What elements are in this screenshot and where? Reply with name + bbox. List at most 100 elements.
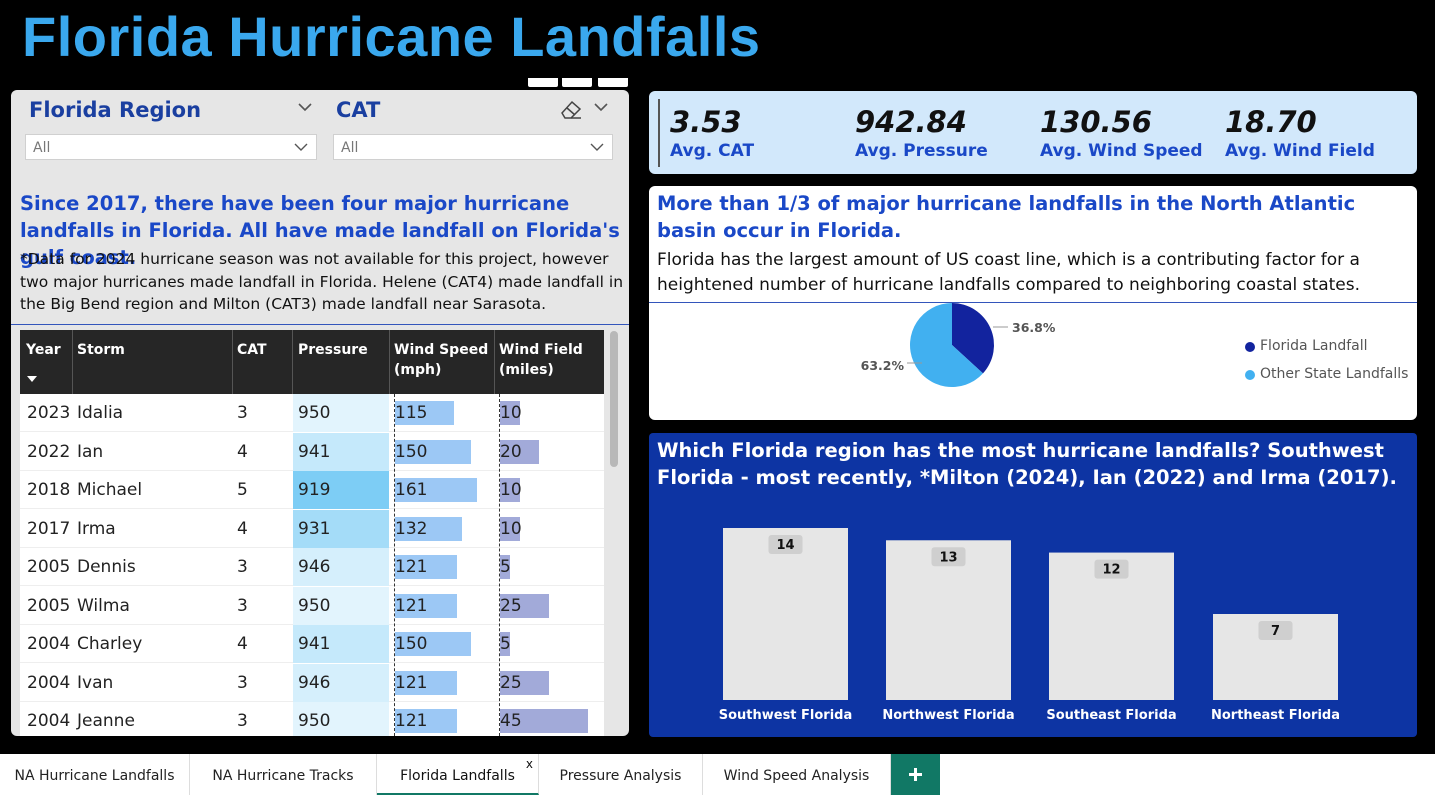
kpi-avg-wind-speed: 130.56 Avg. Wind Speed [1040, 105, 1203, 161]
cell-wind-speed: 161 [395, 480, 428, 500]
pie-data-label: 36.8% [1012, 320, 1056, 335]
plus-icon [909, 768, 922, 781]
column-divider [292, 330, 293, 394]
chevron-down-icon [590, 143, 604, 151]
tab-na-hurricane-tracks[interactable]: NA Hurricane Tracks [190, 754, 377, 795]
cell-wind-field: 10 [500, 480, 522, 500]
eraser-icon[interactable] [559, 98, 583, 120]
bar-panel: 14 Southwest Florida 13 Northwest Florida 12… [649, 433, 1417, 737]
legend-label: Other State Landfalls [1260, 366, 1409, 382]
table-row[interactable]: 2023 Idalia 3 950 115 10 [20, 394, 604, 432]
cell-cat: 3 [237, 672, 248, 693]
wind-speed-bar [395, 401, 454, 425]
table-row[interactable]: 2017 Irma 4 931 132 10 [20, 509, 604, 548]
column-header-pressure[interactable]: Pressure [298, 342, 368, 358]
column-divider [389, 330, 390, 394]
kpi-accent-line [658, 99, 660, 167]
wind-field-bar [500, 555, 510, 579]
column-header-year[interactable]: Year [26, 342, 61, 358]
kpi-avg-cat: 3.53 Avg. CAT [670, 105, 754, 161]
table-row[interactable]: 2004 Charley 4 941 150 5 [20, 625, 604, 663]
bar-chart: 14 Southwest Florida 13 Northwest Florida 12… [719, 528, 1340, 723]
wind-field-bar [500, 632, 510, 656]
sort-descending-icon[interactable] [27, 376, 37, 382]
table-scrollbar[interactable] [610, 331, 618, 467]
cell-pressure: 946 [298, 557, 331, 577]
region-dropdown[interactable]: All [25, 134, 317, 160]
table-row[interactable]: 2005 Wilma 3 950 121 25 [20, 586, 604, 625]
pie-slice-florida[interactable] [952, 303, 994, 374]
wind-field-bar [500, 516, 520, 541]
column-header-wind-field[interactable]: Wind Field (miles) [499, 342, 583, 378]
wind-field-bar [500, 439, 540, 464]
wind-speed-axis [394, 394, 395, 736]
focus-mode-icon[interactable] [562, 78, 592, 87]
wind-speed-bar [395, 478, 477, 502]
pie-slice-other[interactable] [910, 303, 983, 387]
kpi-label: Avg. Pressure [855, 141, 988, 161]
cell-wind-speed: 132 [395, 518, 428, 539]
column-header-wind-speed[interactable]: Wind Speed (mph) [394, 342, 489, 378]
pie-panel-title: More than 1/3 of major hurricane landfal… [657, 192, 1356, 242]
storm-table: Year Storm CAT Pressure Wind Speed (mph)… [20, 330, 604, 736]
column-header-cat[interactable]: CAT [237, 342, 267, 358]
bar-southwest-florida[interactable] [723, 528, 848, 700]
bar-data-label: 12 [1102, 563, 1120, 578]
legend-item-florida[interactable]: Florida Landfall [1245, 338, 1408, 366]
tab-florida-landfalls[interactable]: Florida Landfalls x [377, 754, 539, 795]
cell-wind-speed: 121 [395, 557, 428, 577]
wind-speed-bar [395, 670, 457, 695]
chevron-down-icon[interactable] [593, 99, 609, 115]
cell-year: 2004 [27, 672, 71, 693]
cell-cat: 3 [237, 595, 248, 616]
left-note: *Data for 2024 hurricane season was not … [20, 250, 624, 313]
legend-dot [1245, 342, 1255, 352]
tab-wind-speed-analysis[interactable]: Wind Speed Analysis [703, 754, 891, 795]
wind-field-bar [500, 670, 549, 695]
category-label: Northeast Florida [1211, 708, 1340, 723]
table-row[interactable]: 2004 Ivan 3 946 121 25 [20, 663, 604, 702]
table-row[interactable]: 2022 Ian 4 941 150 20 [20, 432, 604, 471]
cell-wind-speed: 121 [395, 595, 428, 616]
kpi-label: Avg. Wind Speed [1040, 141, 1203, 161]
cell-pressure: 941 [298, 441, 331, 462]
cell-cat: 4 [237, 634, 248, 654]
wind-field-bar [500, 478, 520, 502]
cell-wind-speed: 121 [395, 711, 428, 731]
bar-northwest-florida[interactable] [886, 540, 1011, 700]
wind-field-bar [500, 709, 588, 733]
cell-wind-speed: 115 [395, 403, 428, 423]
kpi-value: 18.70 [1225, 105, 1317, 139]
wind-speed-bar [395, 555, 457, 579]
cell-cat: 3 [237, 711, 248, 731]
chevron-down-icon[interactable] [297, 99, 313, 115]
table-row[interactable]: 2004 Jeanne 3 950 121 45 [20, 702, 604, 736]
cat-dropdown[interactable]: All [333, 134, 613, 160]
cell-pressure: 950 [298, 711, 331, 731]
cell-wind-field: 45 [500, 711, 522, 731]
close-icon[interactable]: x [525, 757, 533, 771]
divider [11, 324, 629, 325]
cell-wind-field: 10 [500, 518, 522, 539]
left-panel: Florida Region All CAT All Since 2017, t… [11, 90, 629, 736]
cell-storm: Ian [77, 441, 104, 462]
tab-pressure-analysis[interactable]: Pressure Analysis [539, 754, 703, 795]
page-tabs: NA Hurricane Landfalls NA Hurricane Trac… [0, 754, 1435, 795]
drill-icon[interactable] [528, 78, 558, 87]
table-row[interactable]: 2018 Michael 5 919 161 10 [20, 471, 604, 509]
cell-year: 2005 [27, 557, 71, 577]
cell-cat: 3 [237, 403, 248, 423]
cell-cat: 4 [237, 441, 248, 462]
left-headline: Since 2017, there have been four major h… [20, 192, 620, 269]
table-row[interactable]: 2005 Dennis 3 946 121 5 [20, 548, 604, 586]
wind-field-axis [499, 394, 500, 736]
cell-pressure: 931 [298, 518, 331, 539]
add-page-button[interactable] [891, 754, 940, 795]
tab-na-hurricane-landfalls[interactable]: NA Hurricane Landfalls [0, 754, 190, 795]
cell-wind-field: 5 [500, 557, 511, 577]
more-options-icon[interactable] [598, 78, 628, 87]
legend-item-other[interactable]: Other State Landfalls [1245, 366, 1408, 394]
pie-data-label: 63.2% [861, 358, 905, 373]
column-header-storm[interactable]: Storm [77, 342, 125, 358]
cell-wind-field: 20 [500, 441, 522, 462]
